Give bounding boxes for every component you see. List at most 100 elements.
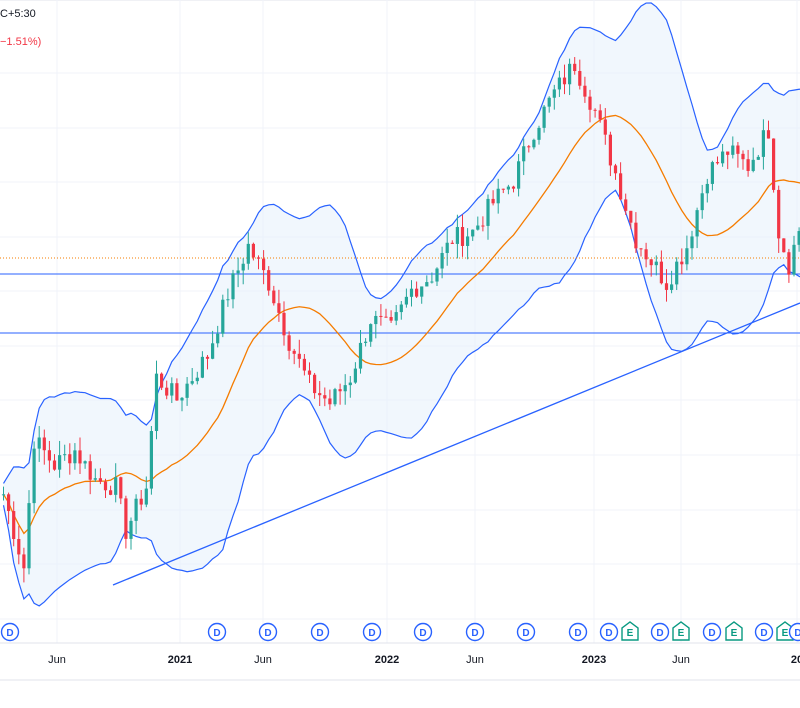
x-tick-label: 20	[791, 654, 800, 666]
candle-body	[180, 397, 184, 401]
x-tick-label: 2022	[375, 654, 399, 666]
candle-body	[619, 173, 623, 200]
bollinger-lower	[2, 189, 800, 607]
candle-body	[149, 431, 153, 489]
ma-line	[2, 114, 800, 535]
dividend-marker[interactable]: D	[568, 622, 588, 642]
candle-body	[603, 119, 607, 135]
earnings-marker[interactable]: E	[621, 621, 639, 641]
candle-body	[741, 153, 745, 160]
candle-body	[124, 498, 128, 539]
dividend-marker[interactable]: D	[788, 622, 800, 642]
dividend-icon	[650, 622, 670, 642]
candle-body	[200, 356, 204, 378]
dividend-marker[interactable]: D	[207, 622, 227, 642]
candle-body	[777, 189, 781, 239]
event-letter: D	[419, 628, 426, 639]
dividend-marker[interactable]: D	[258, 622, 278, 642]
dividend-marker[interactable]: D	[0, 622, 20, 642]
candle-body	[440, 252, 444, 269]
candle-body	[506, 186, 510, 190]
dividend-icon	[754, 622, 774, 642]
candle-body	[119, 477, 123, 499]
candle-body	[430, 281, 434, 283]
dividend-icon	[788, 622, 800, 642]
event-letter: D	[794, 628, 800, 639]
candle-body	[114, 477, 118, 495]
candle-body	[37, 437, 41, 449]
dividend-icon	[413, 622, 433, 642]
candle-body	[1, 494, 6, 496]
dividend-marker[interactable]: D	[516, 622, 536, 642]
candle-body	[675, 261, 679, 285]
dividend-icon	[516, 622, 536, 642]
dividend-icon	[310, 622, 330, 642]
earnings-marker[interactable]: E	[725, 621, 743, 641]
candle-body	[343, 385, 347, 392]
candle-body	[659, 261, 663, 284]
candle-body	[705, 183, 709, 194]
dividend-marker[interactable]: D	[465, 622, 485, 642]
candles	[1, 57, 800, 583]
candle-body	[685, 248, 689, 265]
candle-body	[379, 315, 383, 317]
dividend-marker[interactable]: D	[362, 622, 382, 642]
candle-body	[47, 450, 51, 461]
event-letter: D	[213, 628, 220, 639]
candle-body	[287, 335, 291, 351]
x-tick-label: Jun	[48, 654, 66, 666]
candle-body	[568, 63, 572, 85]
candle-body	[7, 494, 11, 512]
candle-body	[731, 145, 735, 155]
dividend-marker[interactable]: D	[702, 622, 722, 642]
candle-body	[93, 478, 97, 480]
candle-body	[700, 193, 704, 211]
candle-body	[302, 358, 306, 371]
candle-body	[175, 383, 179, 401]
candle-body	[476, 225, 480, 230]
candle-body	[170, 383, 174, 396]
candle-body	[27, 503, 31, 569]
candle-body	[389, 317, 393, 321]
time-axis: Jun 2021 Jun 2022 Jun 2023 Jun 20	[48, 654, 800, 666]
dividend-marker[interactable]: D	[650, 622, 670, 642]
candle-body	[404, 296, 408, 305]
candle-body	[318, 393, 322, 396]
candle-body	[272, 290, 276, 304]
candle-body	[185, 383, 189, 398]
candle-body	[425, 282, 429, 287]
dividend-marker[interactable]: D	[413, 622, 433, 642]
earnings-marker[interactable]: E	[672, 621, 690, 641]
candle-body	[144, 488, 148, 505]
earnings-icon	[776, 621, 794, 641]
candle-body	[782, 238, 786, 253]
candle-body	[374, 315, 378, 325]
candle-body	[139, 498, 143, 505]
dividend-icon	[465, 622, 485, 642]
candle-body	[455, 227, 459, 244]
candle-body	[348, 382, 352, 386]
candle-body	[766, 130, 771, 139]
candle-body	[83, 461, 87, 464]
dividend-marker[interactable]: D	[310, 622, 330, 642]
candle-body	[364, 341, 368, 343]
candle-body	[466, 236, 470, 246]
candle-body	[241, 263, 245, 271]
trendline[interactable]	[112, 302, 800, 586]
candle-body	[787, 252, 791, 275]
event-letter: D	[656, 628, 663, 639]
dividend-marker[interactable]: D	[599, 622, 619, 642]
earnings-marker[interactable]: E	[776, 621, 794, 641]
candle-body	[511, 186, 516, 189]
dividend-marker[interactable]: D	[754, 622, 774, 642]
candle-body	[68, 454, 72, 464]
event-letter: D	[522, 628, 529, 639]
candle-body	[88, 461, 92, 480]
candle-body	[649, 259, 653, 266]
event-letter: D	[760, 628, 767, 639]
candle-body	[598, 110, 602, 120]
candle-body	[98, 478, 102, 482]
x-tick-label: Jun	[466, 654, 484, 666]
